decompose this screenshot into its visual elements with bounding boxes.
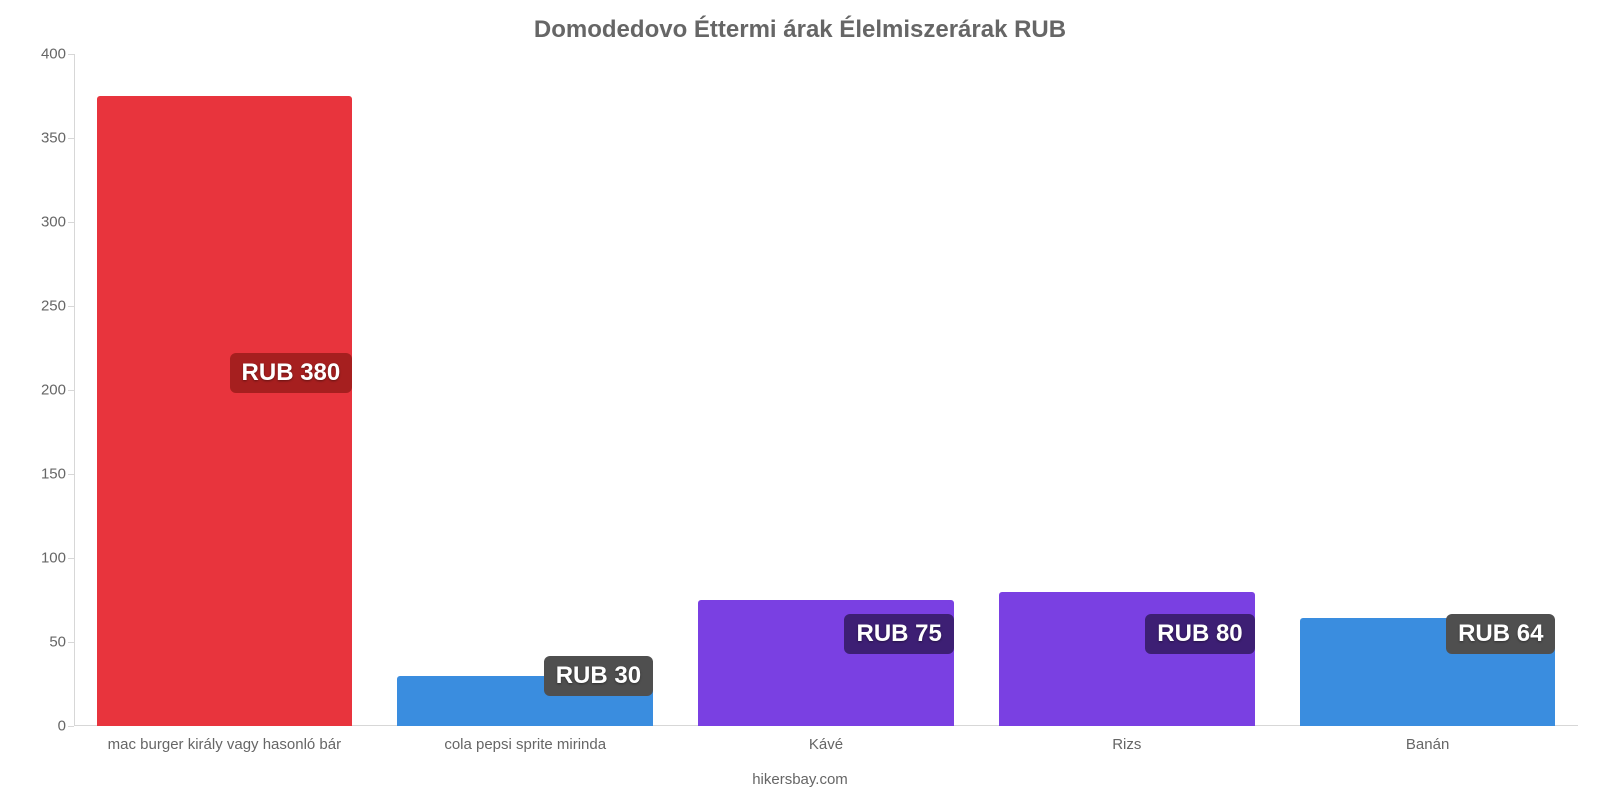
y-tick-label: 150 <box>41 466 66 483</box>
y-axis-line <box>74 54 75 726</box>
bar-value-label: RUB 80 <box>1145 614 1254 654</box>
bar-value-label: RUB 75 <box>844 614 953 654</box>
chart-title: Domodedovo Éttermi árak Élelmiszerárak R… <box>0 16 1600 44</box>
bar-value-label: RUB 30 <box>544 656 653 696</box>
y-tick-mark <box>68 306 74 307</box>
y-tick-mark <box>68 222 74 223</box>
bar-value-label: RUB 380 <box>230 353 353 393</box>
y-tick-label: 50 <box>49 634 66 651</box>
y-tick-label: 250 <box>41 298 66 315</box>
chart-footer: hikersbay.com <box>0 771 1600 788</box>
y-tick-mark <box>68 474 74 475</box>
y-tick-mark <box>68 726 74 727</box>
plot-area: 050100150200250300350400RUB 380mac burge… <box>74 54 1578 726</box>
y-tick-mark <box>68 642 74 643</box>
x-category-label: mac burger király vagy hasonló bár <box>108 736 341 753</box>
y-tick-mark <box>68 390 74 391</box>
bar <box>97 96 353 726</box>
y-tick-label: 350 <box>41 130 66 147</box>
x-category-label: cola pepsi sprite mirinda <box>444 736 606 753</box>
y-tick-label: 200 <box>41 382 66 399</box>
price-chart: Domodedovo Éttermi árak Élelmiszerárak R… <box>0 0 1600 800</box>
bar-value-label: RUB 64 <box>1446 614 1555 654</box>
x-category-label: Banán <box>1406 736 1449 753</box>
y-tick-label: 100 <box>41 550 66 567</box>
y-tick-mark <box>68 54 74 55</box>
y-tick-label: 0 <box>58 718 66 735</box>
y-tick-mark <box>68 558 74 559</box>
x-category-label: Rizs <box>1112 736 1141 753</box>
bar <box>999 592 1255 726</box>
y-tick-mark <box>68 138 74 139</box>
x-category-label: Kávé <box>809 736 843 753</box>
y-tick-label: 400 <box>41 46 66 63</box>
y-tick-label: 300 <box>41 214 66 231</box>
